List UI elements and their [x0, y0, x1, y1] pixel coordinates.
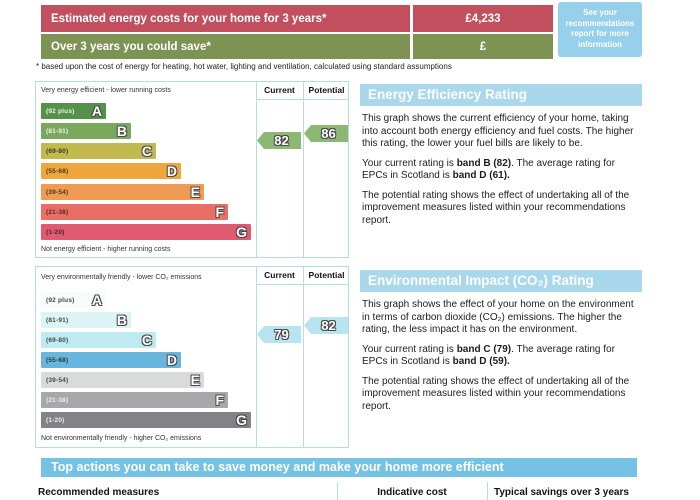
band-row-f: (21-38) F — [41, 392, 228, 408]
estimated-costs-label: Estimated energy costs for your home for… — [41, 5, 410, 32]
estimated-costs-value: £4,233 — [413, 5, 553, 32]
band-range: (81-91) — [46, 316, 69, 324]
environmental-rating-section: Environmental Impact (CO₂) Rating This g… — [360, 270, 642, 413]
band-letter: E — [190, 184, 200, 200]
energy-rating-title: Energy Efficiency Rating — [360, 84, 642, 106]
band-range: (39-54) — [46, 376, 69, 384]
chart-bottom-caption: Not environmentally friendly - higher CO… — [41, 435, 202, 442]
column-divider — [256, 267, 257, 447]
band-row-c: (69-80) C — [41, 332, 156, 348]
band-letter: D — [166, 352, 177, 368]
cost-row-estimated: Estimated energy costs for your home for… — [41, 5, 553, 32]
band-range: (92 plus) — [46, 107, 75, 115]
band-letter: E — [190, 372, 200, 388]
current-column-header: Current — [264, 85, 295, 95]
band-row-e: (39-54) E — [41, 372, 204, 388]
column-divider — [303, 267, 304, 447]
band-row-a: (92 plus) A — [41, 292, 106, 308]
band-range: (69-80) — [46, 336, 69, 344]
typical-savings-header: Typical savings over 3 years — [494, 487, 629, 498]
environmental-rating-paragraph-1: This graph shows the effect of your home… — [362, 299, 634, 335]
potential-rating-value: 86 — [321, 126, 336, 141]
band-row-g: (1-20) G — [41, 224, 251, 240]
table-column-divider — [337, 482, 338, 500]
band-row-b: (81-91) B — [41, 312, 131, 328]
band-letter: G — [236, 412, 247, 428]
band-row-a: (92 plus) A — [41, 103, 106, 119]
band-row-b: (81-91) B — [41, 123, 131, 139]
environmental-rating-title: Environmental Impact (CO₂) Rating — [360, 270, 642, 292]
energy-efficiency-chart: Current Potential Very energy efficient … — [35, 81, 349, 258]
potential-column-header: Potential — [308, 85, 345, 95]
energy-rating-paragraph-1: This graph shows the current efficiency … — [362, 113, 634, 149]
energy-rating-section: Energy Efficiency Rating This graph show… — [360, 84, 642, 227]
recommended-measures-header: Recommended measures — [38, 487, 160, 498]
current-rating-arrow: 82 — [257, 132, 301, 149]
band-letter: G — [236, 224, 247, 240]
band-range: (55-68) — [46, 167, 69, 175]
band-range: (55-68) — [46, 356, 69, 364]
band-letter: F — [215, 204, 224, 220]
band-letter: D — [166, 163, 177, 179]
band-letter: B — [116, 312, 127, 328]
band-letter: C — [141, 143, 152, 159]
column-divider — [303, 82, 304, 257]
band-letter: A — [91, 292, 102, 308]
band-range: (21-38) — [46, 396, 69, 404]
band-range: (81-91) — [46, 127, 69, 135]
potential-rating-arrow: 82 — [304, 317, 348, 334]
potential-column-header: Potential — [308, 270, 345, 280]
column-divider — [256, 82, 257, 257]
band-row-d: (55-68) D — [41, 352, 181, 368]
current-rating-value: 79 — [274, 327, 289, 342]
band-letter: C — [141, 332, 152, 348]
header-divider — [256, 284, 348, 285]
top-actions-banner: Top actions you can take to save money a… — [41, 458, 637, 477]
band-range: (39-54) — [46, 188, 69, 196]
save-label: Over 3 years you could save* — [41, 34, 410, 59]
band-row-e: (39-54) E — [41, 184, 204, 200]
chart-bottom-caption: Not energy efficient - higher running co… — [41, 246, 171, 253]
band-row-g: (1-20) G — [41, 412, 251, 428]
chart-top-caption: Very energy efficient - lower running co… — [41, 87, 171, 94]
current-rating-value: 82 — [274, 133, 289, 148]
band-range: (92 plus) — [46, 296, 75, 304]
indicative-cost-header: Indicative cost — [377, 487, 447, 498]
band-letter: A — [91, 103, 102, 119]
band-range: (69-80) — [46, 147, 69, 155]
cost-footnote: * based upon the cost of energy for heat… — [36, 62, 452, 71]
save-value: £ — [413, 34, 553, 59]
header-divider — [256, 99, 348, 100]
band-row-c: (69-80) C — [41, 143, 156, 159]
recommendations-info-box: See your recommendations report for more… — [558, 2, 642, 57]
environmental-rating-paragraph-2: Your current rating is band C (79). The … — [362, 343, 615, 368]
band-letter: B — [116, 123, 127, 139]
potential-rating-value: 82 — [321, 318, 336, 333]
current-rating-arrow: 79 — [257, 326, 301, 343]
energy-rating-paragraph-2: Your current rating is band B (82). The … — [362, 157, 615, 182]
band-range: (1-20) — [46, 416, 65, 424]
table-column-divider — [487, 482, 488, 500]
chart-top-caption: Very environmentally friendly - lower CO… — [41, 274, 202, 281]
environmental-impact-chart: Current Potential Very environmentally f… — [35, 266, 349, 448]
band-row-d: (55-68) D — [41, 163, 181, 179]
cost-row-save: Over 3 years you could save* £ — [41, 34, 553, 59]
current-column-header: Current — [264, 270, 295, 280]
band-row-f: (21-38) F — [41, 204, 228, 220]
energy-rating-paragraph-3: The potential rating shows the effect of… — [362, 189, 630, 226]
band-range: (21-38) — [46, 208, 69, 216]
potential-rating-arrow: 86 — [304, 125, 348, 142]
band-range: (1-20) — [46, 228, 65, 236]
environmental-rating-paragraph-3: The potential rating shows the effect of… — [362, 375, 630, 412]
band-letter: F — [215, 392, 224, 408]
